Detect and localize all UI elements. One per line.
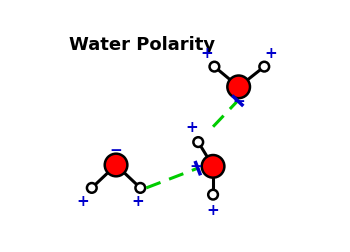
Circle shape xyxy=(210,62,219,72)
Circle shape xyxy=(208,190,218,200)
Circle shape xyxy=(259,62,269,72)
Text: +: + xyxy=(131,194,144,209)
Circle shape xyxy=(105,154,127,176)
Text: +: + xyxy=(207,203,219,218)
Circle shape xyxy=(194,137,203,147)
Circle shape xyxy=(202,155,224,178)
Circle shape xyxy=(87,183,97,193)
Text: +: + xyxy=(265,46,278,61)
Circle shape xyxy=(228,76,250,98)
Text: Water Polarity: Water Polarity xyxy=(69,36,215,54)
Text: +: + xyxy=(76,194,89,209)
Text: −: − xyxy=(189,159,202,174)
Text: −: − xyxy=(232,94,245,109)
Text: +: + xyxy=(200,46,213,61)
Text: −: − xyxy=(110,143,122,159)
Circle shape xyxy=(135,183,145,193)
Text: +: + xyxy=(185,120,198,135)
